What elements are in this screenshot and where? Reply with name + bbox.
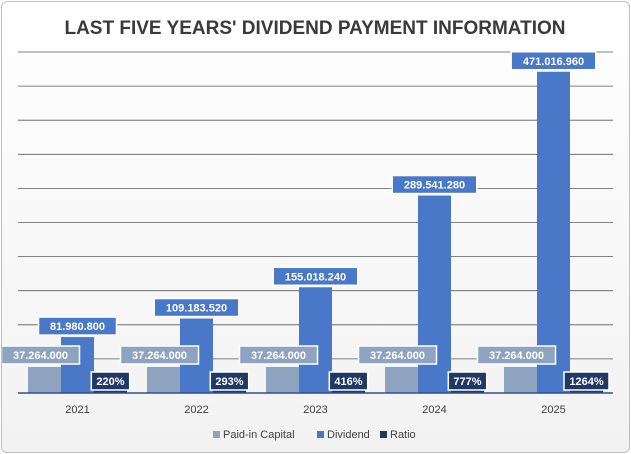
legend-swatch	[380, 431, 387, 438]
paid-in-capital-label-box	[476, 345, 557, 365]
dividend-label: 289.541.280	[391, 174, 478, 195]
x-axis: 2021 2022 2023 2024 2025	[18, 392, 613, 416]
paid-in-capital-label-box	[119, 345, 200, 365]
dividend-bar	[299, 287, 332, 393]
ratio-label-text: 220%	[96, 376, 124, 388]
dividend-label: 81.980.800	[37, 316, 118, 336]
dividend-label: 471.016.960	[510, 51, 597, 71]
ratio-label-box	[90, 371, 131, 391]
ratio-label: 1264%	[563, 371, 610, 391]
ratio-label-box	[563, 371, 610, 391]
dividend-label-box	[153, 297, 240, 318]
paid-in-capital-label: 37.264.000	[2, 345, 81, 365]
legend-swatch	[317, 431, 324, 438]
paid-in-capital-label-text: 37.264.000	[132, 350, 187, 362]
x-tick-label: 2024	[422, 404, 446, 416]
dividend-label-text: 81.980.800	[50, 321, 105, 333]
legend-label: Paid-in Capital	[223, 429, 295, 441]
ratio-label-box	[328, 371, 369, 391]
paid-in-capital-label: 37.264.000	[357, 345, 438, 365]
ratio-label: 777%	[447, 371, 488, 391]
x-tick-label: 2023	[303, 404, 327, 416]
dividend-label-text: 289.541.280	[404, 180, 465, 192]
paid-in-capital-label-text: 37.264.000	[370, 350, 425, 362]
paid-in-capital-bar	[504, 367, 537, 393]
paid-in-capital-label-box	[238, 345, 319, 365]
dividend-label: 109.183.520	[153, 297, 240, 318]
chart-title: LAST FIVE YEARS' DIVIDEND PAYMENT INFORM…	[64, 18, 565, 39]
dividend-label-box	[272, 266, 359, 287]
legend-swatch	[213, 431, 220, 438]
ratio-label: 416%	[328, 371, 369, 391]
ratio-label-box	[209, 371, 250, 391]
x-tick-label: 2025	[541, 404, 565, 416]
dividend-label: 155.018.240	[272, 266, 359, 287]
ratio-label: 220%	[90, 371, 131, 391]
data-labels: 37.264.000 81.980.800 220% 37.264.000 109.18…	[2, 51, 610, 391]
legend-label: Dividend	[327, 429, 370, 441]
paid-in-capital-label-text: 37.264.000	[489, 350, 544, 362]
paid-in-capital-bar	[385, 367, 418, 393]
paid-in-capital-bar	[266, 367, 299, 393]
paid-in-capital-label: 37.264.000	[119, 345, 200, 365]
dividend-label-text: 155.018.240	[285, 271, 346, 283]
paid-in-capital-label: 37.264.000	[238, 345, 319, 365]
dividend-label-box	[37, 316, 118, 336]
dividend-label-box	[391, 174, 478, 195]
ratio-label-text: 416%	[334, 376, 362, 388]
dividend-label-text: 471.016.960	[523, 56, 584, 68]
paid-in-capital-label-text: 37.264.000	[13, 350, 68, 362]
legend: Paid-in Capital Dividend Ratio	[213, 429, 416, 441]
paid-in-capital-label: 37.264.000	[476, 345, 557, 365]
ratio-label-text: 293%	[215, 376, 243, 388]
ratio-label-text: 777%	[453, 376, 481, 388]
paid-in-capital-label-text: 37.264.000	[251, 350, 306, 362]
dividend-label-box	[510, 51, 597, 71]
ratio-label: 293%	[209, 371, 250, 391]
x-tick-label: 2022	[184, 404, 208, 416]
dividend-bar	[537, 71, 570, 394]
dividend-label-text: 109.183.520	[166, 303, 227, 315]
paid-in-capital-label-box	[2, 345, 81, 365]
legend-label: Ratio	[390, 429, 416, 441]
paid-in-capital-bar	[28, 367, 61, 393]
x-tick-label: 2021	[65, 404, 89, 416]
ratio-label-box	[447, 371, 488, 391]
paid-in-capital-bar	[147, 367, 180, 393]
paid-in-capital-label-box	[357, 345, 438, 365]
ratio-label-text: 1264%	[569, 376, 603, 388]
